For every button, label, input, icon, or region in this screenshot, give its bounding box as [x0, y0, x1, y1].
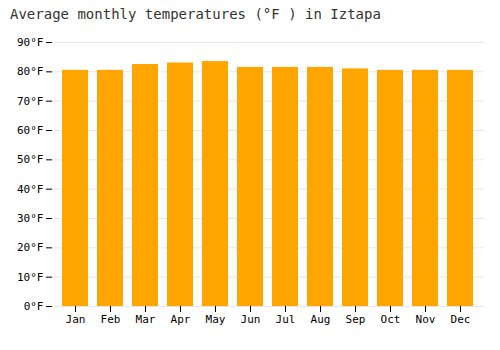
svg-text:Nov: Nov [416, 313, 436, 326]
svg-text:Feb: Feb [101, 313, 121, 326]
svg-text:Jan: Jan [66, 313, 86, 326]
svg-text:80°F: 80°F [17, 65, 44, 78]
svg-text:70°F: 70°F [17, 95, 44, 108]
svg-text:Oct: Oct [381, 313, 401, 326]
html-text:Average monthly temperatures (: Average monthly temperatures (°F ) in Iz… [10, 6, 381, 22]
svg-text:40°F: 40°F [17, 183, 44, 196]
svg-text:Sep: Sep [346, 313, 366, 326]
svg-text:10°F: 10°F [17, 271, 44, 284]
svg-text:Dec: Dec [451, 313, 471, 326]
svg-text:Jul: Jul [276, 313, 296, 326]
svg-text:50°F: 50°F [17, 153, 44, 166]
svg-text:90°F: 90°F [17, 36, 44, 49]
svg-text:60°F: 60°F [17, 124, 44, 137]
svg-text:Mar: Mar [136, 313, 156, 326]
svg-text:0°F: 0°F [24, 300, 44, 313]
svg-text:May: May [206, 313, 226, 326]
svg-text:20°F: 20°F [17, 241, 44, 254]
svg-text:Aug: Aug [311, 313, 331, 326]
svg-text:Apr: Apr [171, 313, 191, 326]
svg-text:30°F: 30°F [17, 212, 44, 225]
svg-text:Jun: Jun [241, 313, 261, 326]
